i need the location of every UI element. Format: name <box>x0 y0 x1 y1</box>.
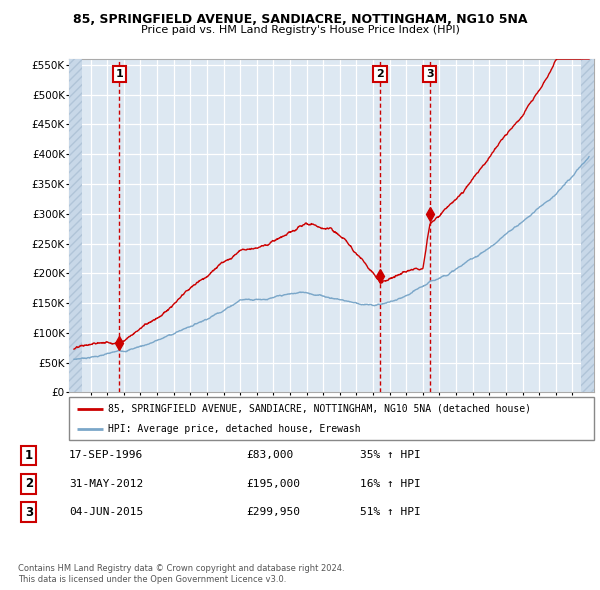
Text: 16% ↑ HPI: 16% ↑ HPI <box>360 479 421 489</box>
Text: 2: 2 <box>376 69 384 79</box>
Text: HPI: Average price, detached house, Erewash: HPI: Average price, detached house, Erew… <box>109 424 361 434</box>
Text: 04-JUN-2015: 04-JUN-2015 <box>69 507 143 517</box>
Text: Contains HM Land Registry data © Crown copyright and database right 2024.: Contains HM Land Registry data © Crown c… <box>18 565 344 573</box>
Text: 85, SPRINGFIELD AVENUE, SANDIACRE, NOTTINGHAM, NG10 5NA (detached house): 85, SPRINGFIELD AVENUE, SANDIACRE, NOTTI… <box>109 404 532 414</box>
Text: £83,000: £83,000 <box>246 451 293 460</box>
Text: 1: 1 <box>115 69 123 79</box>
Text: 51% ↑ HPI: 51% ↑ HPI <box>360 507 421 517</box>
Text: 35% ↑ HPI: 35% ↑ HPI <box>360 451 421 460</box>
Text: Price paid vs. HM Land Registry's House Price Index (HPI): Price paid vs. HM Land Registry's House … <box>140 25 460 35</box>
Text: This data is licensed under the Open Government Licence v3.0.: This data is licensed under the Open Gov… <box>18 575 286 584</box>
Text: 85, SPRINGFIELD AVENUE, SANDIACRE, NOTTINGHAM, NG10 5NA: 85, SPRINGFIELD AVENUE, SANDIACRE, NOTTI… <box>73 13 527 26</box>
Text: 3: 3 <box>426 69 434 79</box>
Text: 17-SEP-1996: 17-SEP-1996 <box>69 451 143 460</box>
FancyBboxPatch shape <box>69 397 594 440</box>
Text: 2: 2 <box>25 477 33 490</box>
Text: £195,000: £195,000 <box>246 479 300 489</box>
Text: £299,950: £299,950 <box>246 507 300 517</box>
Text: 3: 3 <box>25 506 33 519</box>
Text: 31-MAY-2012: 31-MAY-2012 <box>69 479 143 489</box>
Text: 1: 1 <box>25 449 33 462</box>
